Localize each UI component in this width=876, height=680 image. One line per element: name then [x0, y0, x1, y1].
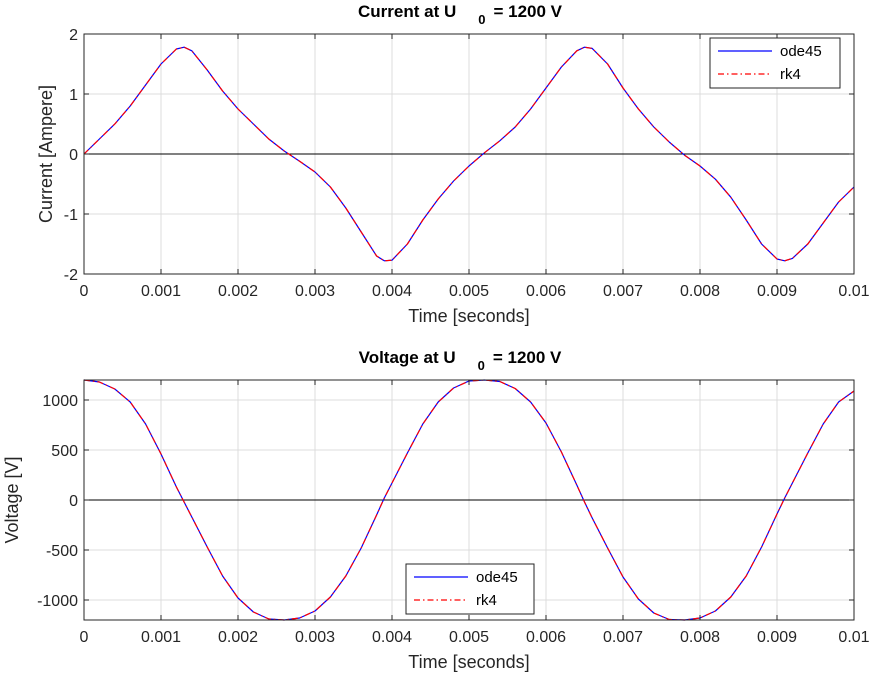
- x-tick-label: 0.008: [680, 629, 720, 646]
- y-tick-label: 1000: [42, 393, 78, 410]
- x-tick-label: 0.005: [449, 629, 489, 646]
- y-tick-label: 1: [69, 87, 78, 104]
- x-tick-label: 0.008: [680, 283, 720, 300]
- x-tick-label: 0.003: [295, 283, 335, 300]
- legend-label-ode45: ode45: [476, 569, 518, 586]
- legend-box: [405, 563, 535, 615]
- x-tick-label: 0: [80, 629, 89, 646]
- legend-box: [709, 37, 841, 89]
- x-tick-label: 0.007: [603, 629, 643, 646]
- legend-label-rk4: rk4: [476, 592, 497, 609]
- subplot-1: 0 0.001 0.002 0.003 0.004 0.005 0.006 0.007 0.00…: [36, 2, 870, 326]
- series-line-rk4: [83, 46, 855, 262]
- y-tick-label: -500: [46, 543, 78, 560]
- chart-title: Current at U 0 = 1200 V: [358, 2, 563, 27]
- legend: ode45 rk4: [709, 37, 841, 89]
- y-tick-label: -1000: [37, 593, 78, 610]
- y-axis-label: Voltage [V]: [2, 456, 22, 543]
- chart-title-subscript: 0: [478, 12, 485, 27]
- x-tick-label: 0.005: [449, 283, 489, 300]
- x-tick-label: 0.009: [757, 283, 797, 300]
- y-tick-label: 0: [69, 147, 78, 164]
- x-tick-label: 0.006: [526, 629, 566, 646]
- y-tick-label: -1: [64, 207, 78, 224]
- legend-label-rk4: rk4: [780, 66, 801, 83]
- chart-title-main: Current at U: [358, 2, 456, 21]
- chart-title-tail: = 1200 V: [493, 348, 562, 367]
- x-tick-label: 0.01: [838, 629, 869, 646]
- subplot-2: 0 0.001 0.002 0.003 0.004 0.005 0.006 0.007 0.00…: [2, 348, 870, 672]
- x-tick-label: 0.002: [218, 283, 258, 300]
- x-tick-label: 0.004: [372, 283, 412, 300]
- y-axis-label: Current [Ampere]: [36, 85, 56, 223]
- chart-title-main: Voltage at U: [359, 348, 456, 367]
- x-axis-label: Time [seconds]: [408, 652, 529, 672]
- legend: ode45 rk4: [405, 563, 535, 615]
- x-tick-label: 0.009: [757, 629, 797, 646]
- x-tick-label: 0.001: [141, 283, 181, 300]
- x-tick-label: 0.004: [372, 629, 412, 646]
- y-tick-label: 2: [69, 27, 78, 44]
- x-tick-label: 0: [80, 283, 89, 300]
- chart-title-subscript: 0: [478, 358, 485, 373]
- x-tick-label: 0.003: [295, 629, 335, 646]
- y-tick-label: -2: [64, 267, 78, 284]
- x-tick-label: 0.002: [218, 629, 258, 646]
- chart-title: Voltage at U 0 = 1200 V: [359, 348, 562, 373]
- x-axis-label: Time [seconds]: [408, 306, 529, 326]
- y-tick-label: 500: [51, 443, 78, 460]
- y-tick-label: 0: [69, 493, 78, 510]
- legend-label-ode45: ode45: [780, 43, 822, 60]
- x-tick-label: 0.001: [141, 629, 181, 646]
- x-tick-label: 0.006: [526, 283, 566, 300]
- x-tick-label: 0.007: [603, 283, 643, 300]
- chart-title-tail: = 1200 V: [493, 2, 562, 21]
- x-tick-label: 0.01: [838, 283, 869, 300]
